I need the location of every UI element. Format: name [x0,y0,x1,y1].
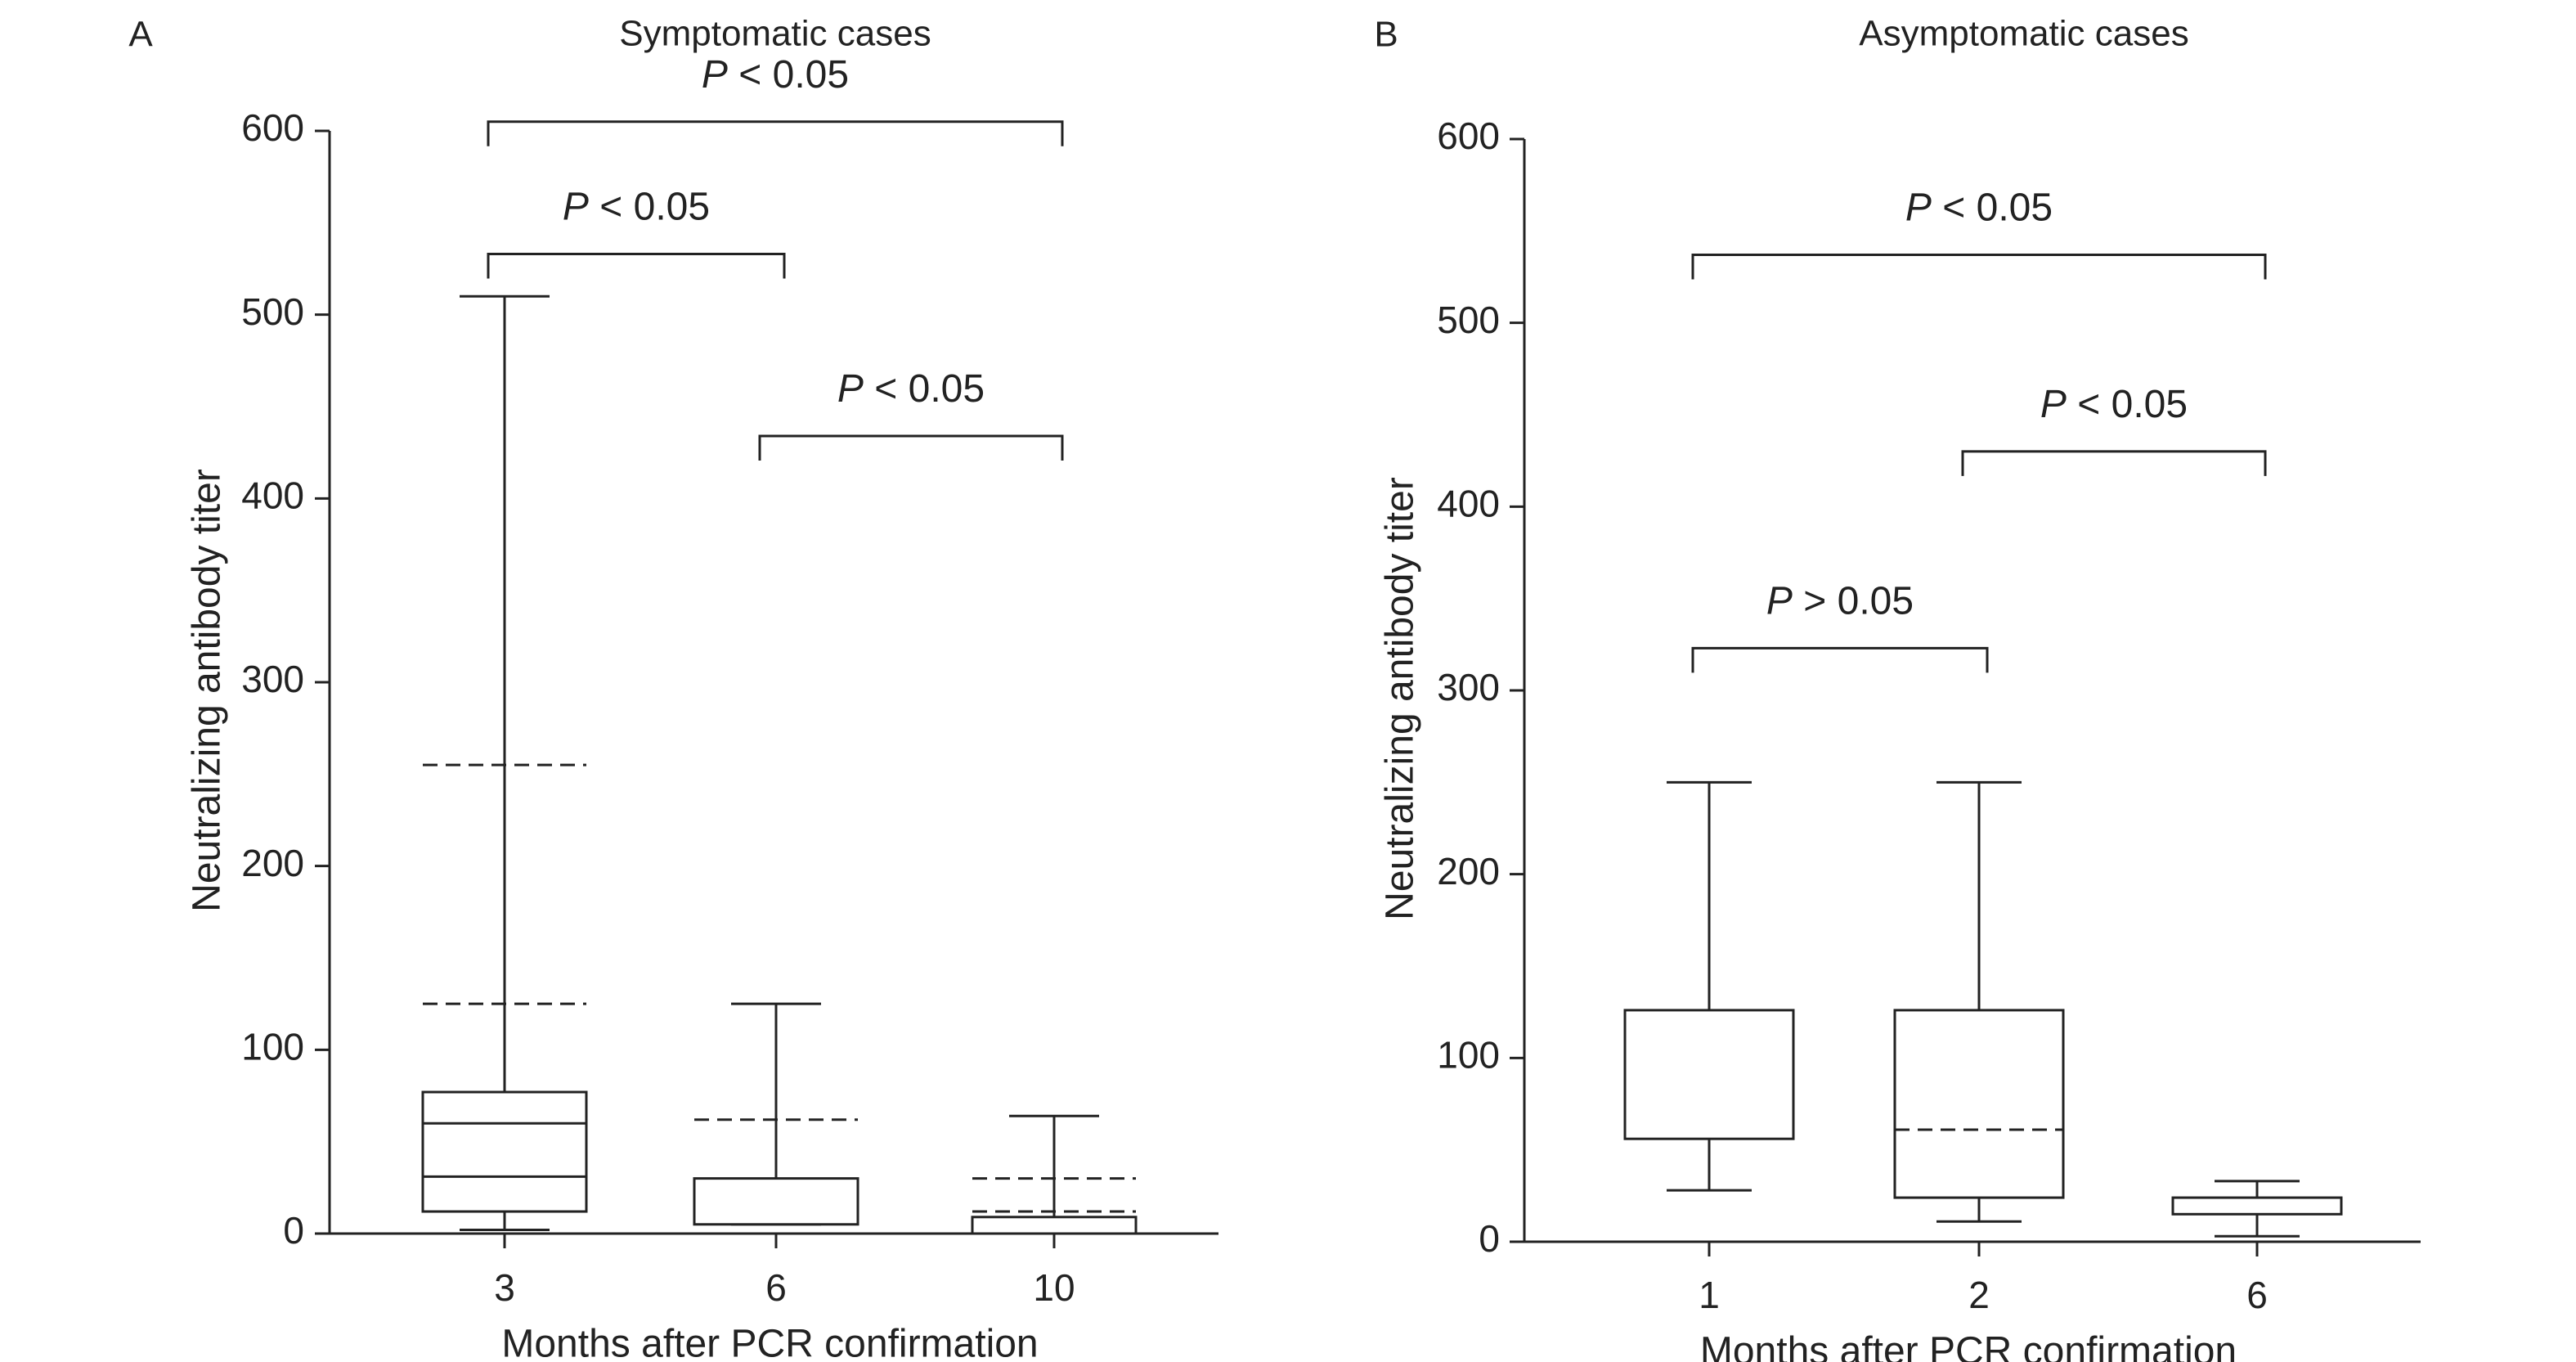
box-body [1623,1009,1795,1140]
box-2 [1893,780,2065,1223]
x-tick-label: 6 [765,1266,787,1309]
y-tick-label: 200 [1437,850,1500,892]
y-axis-label: Neutralizing antibody titer [186,469,229,912]
comparison-6-10: P < 0.05 [758,367,1064,461]
panel-a: A Symptomatic cases 0 100 200 300 400 500 600 Neu… [128,14,1218,1362]
p-value-label: P < 0.05 [702,52,849,96]
p-symbol: P [837,367,864,411]
p-comparison: < 0.05 [2067,383,2188,426]
p-symbol: P [1766,579,1793,623]
p-value-label: P > 0.05 [1766,579,1914,623]
comparison-1-2: P > 0.05 [1691,579,1989,673]
y-tick-label: 300 [241,658,304,700]
p-symbol: P [2040,383,2067,426]
comparison-bracket [1691,646,1989,673]
comparison-bracket [487,253,786,279]
y-tick-label: 600 [1437,115,1500,157]
comparison-bracket [1691,254,2267,280]
x-tick-label: 10 [1033,1266,1075,1309]
y-axis-label: Neutralizing antibody titer [1379,477,1422,920]
box-10 [971,1114,1138,1235]
p-value-label: P < 0.05 [2040,383,2188,426]
chart-title: Symptomatic cases [619,14,931,54]
p-symbol: P [1905,186,1932,229]
y-tick-label: 0 [1479,1217,1500,1260]
y-tick-label: 100 [1437,1033,1500,1076]
p-comparison: > 0.05 [1793,579,1914,623]
p-comparison: < 0.05 [864,367,985,411]
x-tick-label: 6 [2246,1274,2268,1316]
comparison-bracket [487,120,1064,146]
y-tick-label: 600 [241,106,304,149]
comparison-bracket [758,434,1064,461]
panel-letter: B [1374,15,1398,55]
y-tick-label: 300 [1437,666,1500,708]
box-body [421,1090,588,1213]
p-value-label: P < 0.05 [1905,186,2053,229]
y-tick-label: 200 [241,842,304,884]
comparison-bracket [1961,450,2267,476]
y-tick-label: 400 [1437,482,1500,524]
panel-b: B Asymptomatic cases 0 100 200 300 400 500 600 Ne… [1374,14,2421,1362]
p-comparison: < 0.05 [728,52,849,96]
p-symbol: P [563,185,589,228]
p-comparison: < 0.05 [589,185,710,228]
chart-title: Asymptomatic cases [1859,14,2188,54]
box-3 [421,294,588,1232]
p-symbol: P [702,52,728,96]
x-tick-label: 3 [494,1266,515,1309]
comparison-3-10: P < 0.05 [487,52,1064,146]
box-body [693,1177,859,1226]
x-axis-label: Months after PCR confirmation [501,1323,1038,1362]
y-tick-label: 500 [1437,299,1500,341]
comparison-2-6: P < 0.05 [1961,383,2267,476]
box-6 [2171,1180,2343,1238]
comparison-3-6: P < 0.05 [487,185,786,279]
p-comparison: < 0.05 [1932,186,2053,229]
box-body [2171,1196,2343,1216]
y-tick-label: 400 [241,474,304,516]
y-tick-label: 500 [241,290,304,333]
y-tick-label: 0 [283,1209,304,1252]
y-tick-label: 100 [241,1025,304,1068]
box-body [971,1216,1138,1235]
box-1 [1623,780,1795,1192]
comparison-1-6: P < 0.05 [1691,186,2267,280]
x-tick-label: 2 [1968,1274,1990,1316]
p-value-label: P < 0.05 [837,367,985,411]
p-value-label: P < 0.05 [563,185,710,228]
panel-letter: A [128,15,153,55]
box-body [1893,1009,2065,1199]
x-tick-label: 1 [1699,1274,1720,1316]
box-6 [693,1002,859,1226]
x-axis-label: Months after PCR confirmation [1700,1330,2237,1362]
